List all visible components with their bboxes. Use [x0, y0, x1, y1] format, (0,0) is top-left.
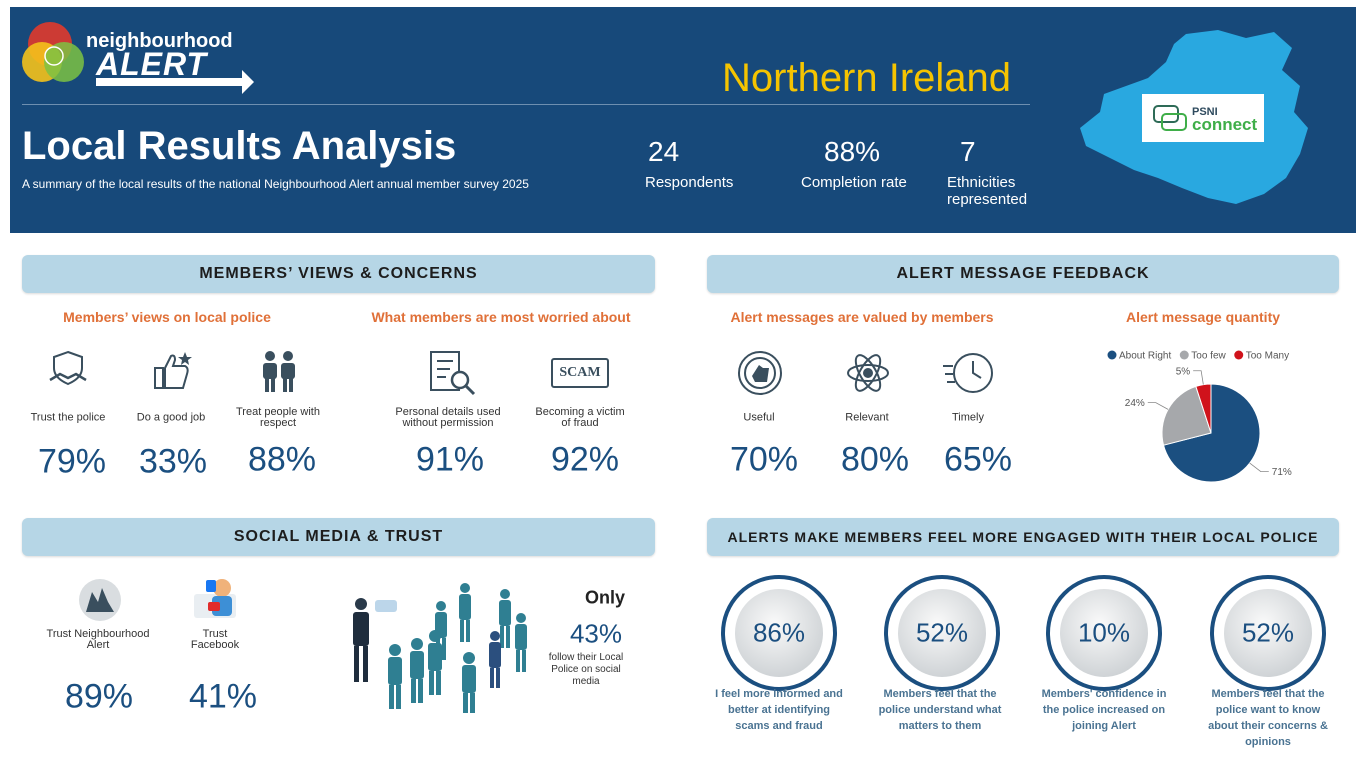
icon-document-search	[430, 351, 476, 396]
stat-label: Respondents	[645, 174, 734, 191]
icon-facebook	[194, 579, 236, 618]
section-heading: ALERTS MAKE MEMBERS FEEL MORE ENGAGED WI…	[707, 518, 1339, 556]
stat-value: 7	[960, 136, 976, 167]
subtitle: A summary of the local results of the na…	[22, 177, 529, 191]
data-label: 24%	[1125, 398, 1145, 409]
legend-swatch	[1107, 350, 1117, 360]
section-heading: MEMBERS’ VIEWS & CONCERNS	[22, 255, 655, 293]
subsection-title: Alert messages are valued by members	[730, 309, 994, 325]
subsection-title: Members’ views on local police	[63, 309, 271, 325]
stat-value: 24	[648, 136, 680, 167]
legend-label: About Right	[1119, 351, 1171, 362]
icon-people	[263, 351, 295, 392]
engagement-label: Members feel that the police understand …	[878, 688, 1002, 732]
pie-chart: About Right Too few Too Many 71% 24% 5%	[1107, 350, 1292, 483]
item-value: 80%	[840, 440, 910, 479]
engagement-circles	[721, 575, 1326, 691]
item-value: 79%	[37, 442, 107, 481]
partner-logo-bottom: connect	[1192, 115, 1258, 134]
item-value: 91%	[415, 440, 485, 479]
partner-logo-icon	[1153, 105, 1187, 131]
icon-handshake	[49, 350, 87, 386]
logo-graphic	[22, 22, 254, 94]
follow-label: follow their Local Police on social medi…	[548, 652, 624, 687]
header-rule	[22, 104, 1030, 105]
engagement-label: Members' confidence in the police increa…	[1041, 688, 1167, 732]
item-label: Useful	[743, 411, 775, 424]
stat-value: 88%	[824, 136, 881, 167]
section-heading: SOCIAL MEDIA & TRUST	[22, 518, 655, 556]
logo-bottom: ALERT	[96, 46, 208, 82]
stat-label: Ethnicities represented	[947, 174, 1028, 208]
engagement-value: 52%	[1241, 617, 1295, 648]
section-heading: ALERT MESSAGE FEEDBACK	[707, 255, 1339, 293]
item-label: Becoming a victim of fraud	[535, 406, 625, 429]
chart-title: Alert message quantity	[1125, 309, 1281, 325]
leader-line	[1249, 462, 1269, 473]
legend-swatch	[1179, 350, 1189, 360]
data-label: 5%	[1176, 366, 1191, 377]
item-value: 65%	[943, 440, 1013, 479]
item-value: 88%	[247, 440, 317, 479]
item-label: Treat people with respect	[236, 406, 320, 429]
stat-label: Completion rate	[801, 174, 907, 191]
leader-line	[1147, 402, 1169, 410]
subsection-title: What members are most worried about	[371, 309, 631, 325]
engagement-value: 86%	[752, 617, 806, 648]
icon-timely	[943, 353, 993, 393]
partner-logo-top: PSNI	[1192, 106, 1218, 118]
item-label: Trust Facebook	[190, 628, 240, 651]
data-label: 71%	[1272, 467, 1292, 478]
logo-top: neighbourhood	[86, 30, 233, 52]
pie-slice	[1161, 385, 1212, 446]
pie-slice	[1195, 383, 1212, 434]
item-value: 92%	[550, 440, 620, 479]
engagement-value: 10%	[1077, 617, 1131, 648]
icon-scam: SCAM	[551, 358, 609, 388]
title: Local Results Analysis	[22, 124, 457, 168]
engagement-label: I feel more informed and better at ident…	[715, 688, 843, 732]
icon-trust-alert	[79, 579, 121, 621]
item-label: Relevant	[845, 411, 889, 424]
item-label: Trust Neighbourhood Alert	[46, 628, 150, 651]
item-value: 33%	[138, 442, 208, 481]
engagement-value: 52%	[915, 617, 969, 648]
crowd-illustration	[353, 583, 527, 713]
item-value: 89%	[64, 677, 134, 716]
engagement-label: Members feel that the police want to kno…	[1208, 688, 1328, 748]
item-value: 41%	[188, 677, 258, 716]
item-label: Do a good job	[136, 411, 206, 424]
icon-useful	[738, 351, 782, 395]
item-label: Personal details used without permission	[395, 406, 501, 429]
icon-thumbs-up	[154, 352, 192, 389]
legend-label: Too few	[1191, 351, 1226, 362]
item-label: Trust the police	[30, 411, 106, 424]
legend-swatch	[1234, 350, 1244, 360]
follow-value: 43%	[569, 618, 623, 649]
item-label: Timely	[952, 411, 984, 424]
legend-label: Too Many	[1246, 351, 1289, 362]
pie-slice	[1162, 383, 1261, 483]
icon-relevant	[847, 354, 889, 392]
region: Northern Ireland	[722, 56, 1012, 100]
leader-line	[1193, 370, 1204, 385]
follow-lead: Only	[584, 587, 626, 608]
item-value: 70%	[729, 440, 799, 479]
